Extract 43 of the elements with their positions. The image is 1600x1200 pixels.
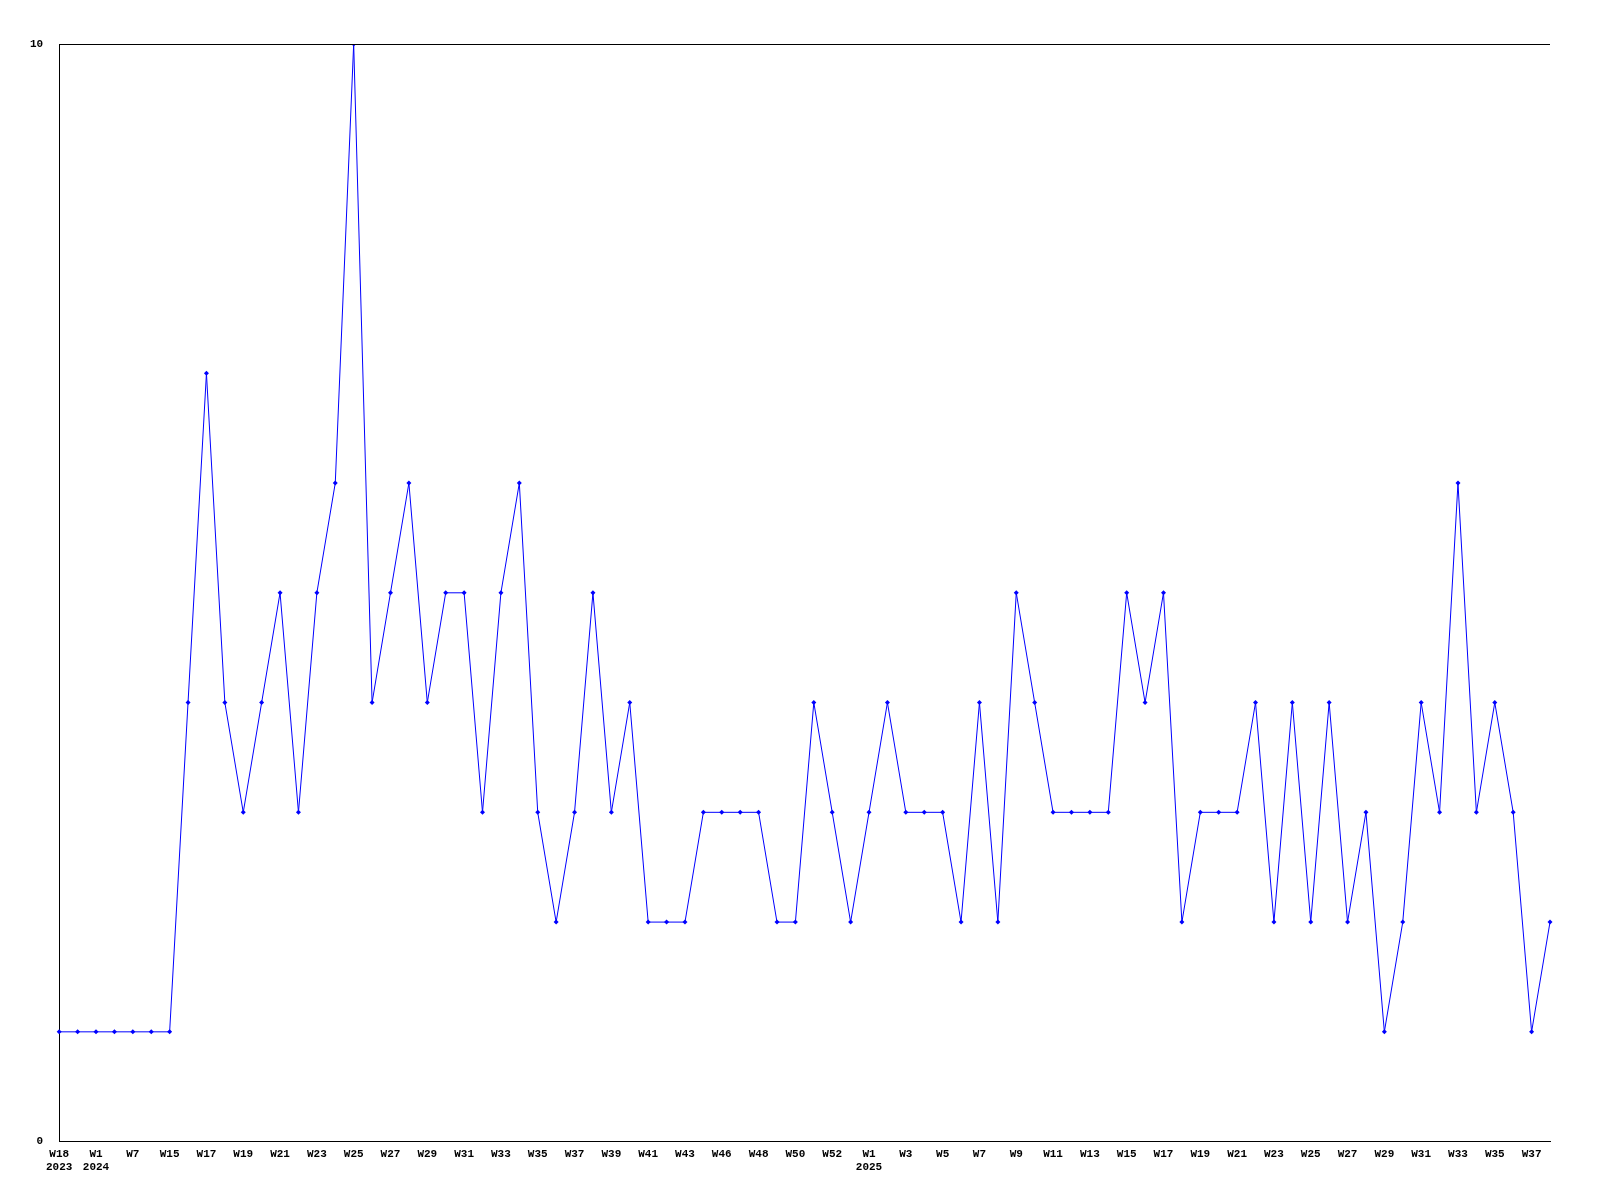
x-tick-label: W33 xyxy=(1448,1147,1469,1160)
x-tick-label: W37 xyxy=(564,1147,585,1160)
x-tick-label: W50 xyxy=(785,1147,806,1160)
x-tick-label: W29 xyxy=(417,1147,438,1160)
x-tick-label: W17 xyxy=(196,1147,217,1160)
x-tick-label: W21 xyxy=(270,1147,291,1160)
x-tick-label: W15 xyxy=(159,1147,180,1160)
x-tick-label: W15 xyxy=(1116,1147,1137,1160)
x-tick-label: W3 xyxy=(899,1147,913,1160)
x-tick-label: W37 xyxy=(1521,1147,1542,1160)
x-tick-label: W7 xyxy=(972,1147,987,1160)
x-tick-label: W1 2025 xyxy=(855,1147,883,1174)
x-tick-label: W19 xyxy=(1190,1147,1211,1160)
x-tick-label: W31 xyxy=(454,1147,475,1160)
x-tick-label: W46 xyxy=(711,1147,732,1160)
x-tick-label: W7 xyxy=(126,1147,140,1160)
x-tick-label: W23 xyxy=(1264,1147,1285,1160)
x-tick-label: W1 2024 xyxy=(82,1147,110,1174)
x-tick-label: W21 xyxy=(1227,1147,1248,1160)
y-tick-label: 0 xyxy=(36,1135,44,1148)
x-tick-label: W5 xyxy=(936,1147,950,1160)
x-tick-label: W39 xyxy=(601,1147,622,1160)
x-tick-label: W52 xyxy=(822,1147,843,1160)
x-tick-label: W9 xyxy=(1009,1147,1023,1160)
x-tick-label: W35 xyxy=(1484,1147,1506,1160)
x-tick-label: W48 xyxy=(748,1147,769,1160)
x-tick-label: W41 xyxy=(638,1147,659,1160)
y-tick-label: 10 xyxy=(30,37,44,50)
x-tick-label: W29 xyxy=(1374,1147,1395,1160)
x-tick-label: W13 xyxy=(1079,1147,1101,1160)
x-tick-label: W31 xyxy=(1411,1147,1432,1160)
x-tick-label: W11 xyxy=(1043,1147,1064,1160)
x-tick-label: W33 xyxy=(491,1147,512,1160)
x-tick-label: W23 xyxy=(306,1147,328,1160)
x-tick-label: W27 xyxy=(380,1147,401,1160)
x-tick-label: W25 xyxy=(1300,1147,1322,1160)
x-tick-label: W17 xyxy=(1153,1147,1174,1160)
x-tick-label: W35 xyxy=(527,1147,549,1160)
x-tick-label: W19 xyxy=(233,1147,254,1160)
x-tick-label: W43 xyxy=(675,1147,696,1160)
x-tick-label: W25 xyxy=(343,1147,364,1160)
x-tick-label: W18 2023 xyxy=(46,1147,73,1174)
x-tick-label: W27 xyxy=(1337,1147,1358,1160)
